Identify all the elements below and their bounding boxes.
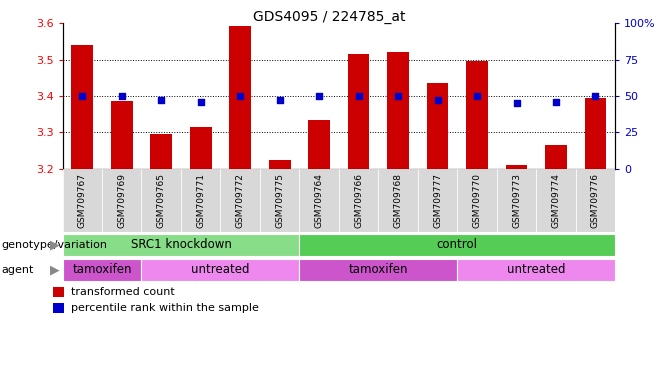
Bar [181,169,220,232]
Bar [111,101,132,169]
Bar [102,169,141,232]
Text: transformed count: transformed count [71,287,174,297]
Bar [141,169,181,232]
Bar [505,166,527,169]
Bar [229,26,251,169]
Bar [63,258,141,281]
Bar [426,83,449,169]
Text: ▶: ▶ [49,238,59,251]
Text: SRC1 knockdown: SRC1 knockdown [130,238,232,251]
Bar [299,169,339,232]
Text: GSM709764: GSM709764 [315,173,324,228]
Point [353,93,364,99]
Text: GSM709769: GSM709769 [117,173,126,228]
Text: percentile rank within the sample: percentile rank within the sample [71,303,259,313]
Text: GSM709765: GSM709765 [157,173,166,228]
Bar [584,98,607,169]
Text: GSM709772: GSM709772 [236,173,245,228]
Point [551,99,561,105]
Bar [545,145,567,169]
Text: GSM709770: GSM709770 [472,173,482,228]
Bar [71,45,93,169]
Bar [53,303,64,313]
Bar [466,61,488,169]
Point [432,97,443,103]
Text: GSM709771: GSM709771 [196,173,205,228]
Text: tamoxifen: tamoxifen [72,263,132,276]
Bar [220,169,260,232]
Text: GSM709767: GSM709767 [78,173,87,228]
Text: GSM709768: GSM709768 [393,173,403,228]
Bar [378,169,418,232]
Text: GDS4095 / 224785_at: GDS4095 / 224785_at [253,10,405,23]
Bar [308,120,330,169]
Point [472,93,482,99]
Text: tamoxifen: tamoxifen [349,263,408,276]
Bar [457,169,497,232]
Bar [63,233,299,256]
Point [314,93,324,99]
Point [116,93,127,99]
Bar [63,169,102,232]
Bar [260,169,299,232]
Text: GSM709774: GSM709774 [551,173,561,228]
Bar [347,54,370,169]
Bar [497,169,536,232]
Bar [150,134,172,169]
Bar [53,287,64,297]
Text: GSM709775: GSM709775 [275,173,284,228]
Bar [269,160,291,169]
Point [590,93,601,99]
Point [393,93,403,99]
Text: GSM709776: GSM709776 [591,173,600,228]
Bar [457,258,615,281]
Text: agent: agent [1,265,34,275]
Text: untreated: untreated [507,263,565,276]
Text: control: control [437,238,478,251]
Point [195,99,206,105]
Bar [299,233,615,256]
Bar [299,258,457,281]
Text: genotype/variation: genotype/variation [1,240,107,250]
Text: ▶: ▶ [49,263,59,276]
Text: GSM709766: GSM709766 [354,173,363,228]
Bar [418,169,457,232]
Point [235,93,245,99]
Bar [141,258,299,281]
Point [156,97,166,103]
Bar [387,52,409,169]
Bar [190,127,212,169]
Text: GSM709777: GSM709777 [433,173,442,228]
Point [274,97,285,103]
Text: GSM709773: GSM709773 [512,173,521,228]
Text: untreated: untreated [191,263,249,276]
Bar [339,169,378,232]
Point [77,93,88,99]
Bar [576,169,615,232]
Point [511,100,522,106]
Bar [536,169,576,232]
